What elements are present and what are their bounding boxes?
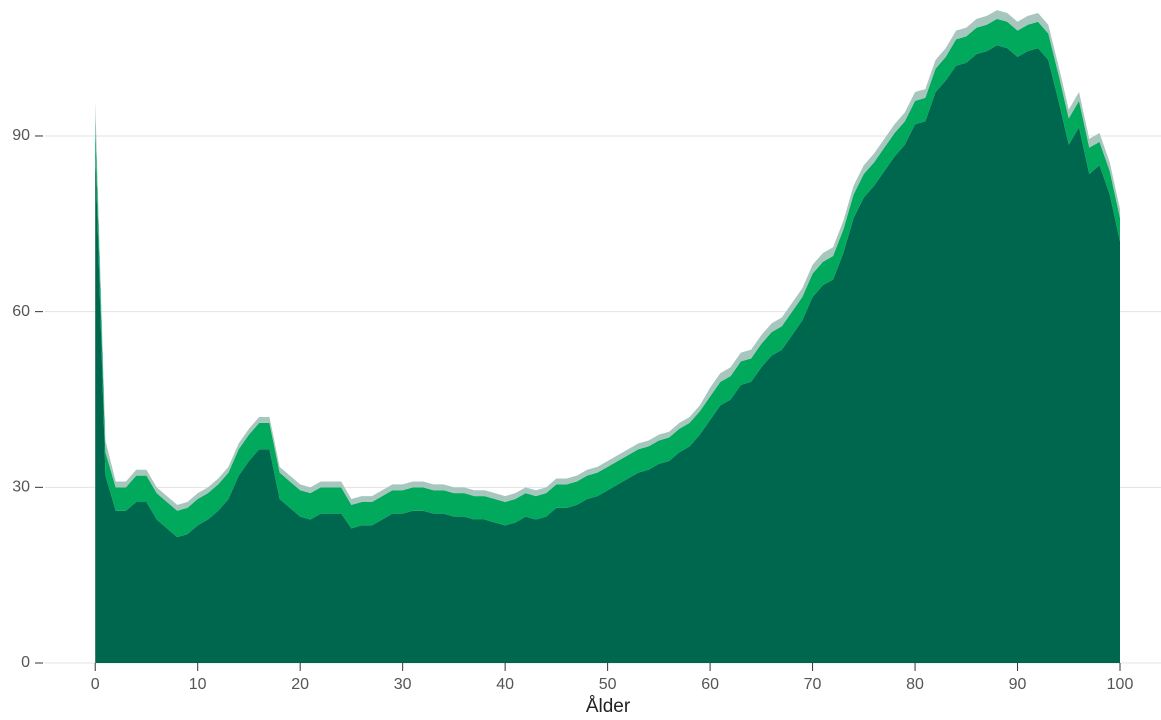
x-tick-label: 80	[906, 676, 924, 693]
y-tick-label: 0	[21, 654, 30, 671]
x-tick-label: 90	[1009, 676, 1027, 693]
x-axis-label: Ålder	[586, 696, 631, 715]
y-tick-label: 60	[12, 303, 30, 320]
x-tick-label: 50	[599, 676, 617, 693]
x-tick-label: 20	[291, 676, 309, 693]
x-tick-label: 40	[496, 676, 514, 693]
x-tick-label: 0	[91, 676, 100, 693]
x-tick-label: 100	[1107, 676, 1134, 693]
y-tick-label: 30	[12, 479, 30, 496]
x-tick-label: 60	[701, 676, 719, 693]
x-tick-label: 70	[804, 676, 822, 693]
y-tick-label: 90	[12, 127, 30, 144]
x-tick-label: 30	[394, 676, 412, 693]
x-tick-label: 10	[189, 676, 207, 693]
area	[95, 45, 1121, 663]
